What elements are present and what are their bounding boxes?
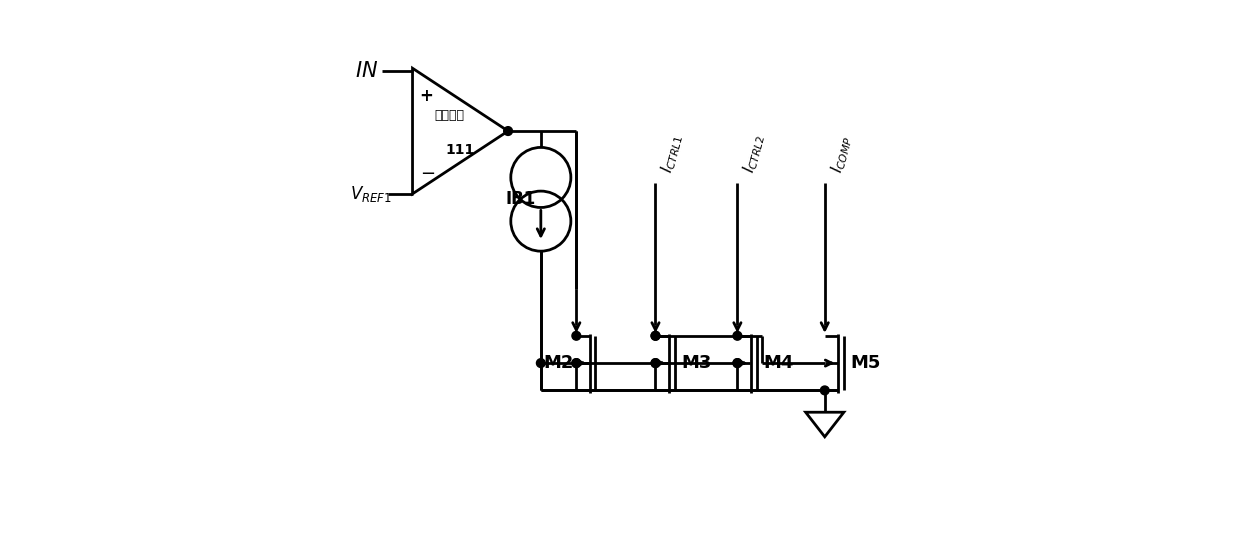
- Circle shape: [572, 331, 580, 340]
- Circle shape: [733, 331, 742, 340]
- Text: M3: M3: [681, 354, 712, 372]
- Text: $-$: $-$: [419, 163, 435, 181]
- Circle shape: [503, 127, 512, 135]
- Circle shape: [733, 359, 742, 367]
- Text: $\mathit{I_{COMP}}$: $\mathit{I_{COMP}}$: [827, 133, 856, 175]
- Text: M5: M5: [851, 354, 880, 372]
- Text: M2: M2: [543, 354, 574, 372]
- Text: $\mathit{IN}$: $\mathit{IN}$: [355, 61, 378, 81]
- Circle shape: [821, 386, 830, 395]
- Circle shape: [572, 359, 580, 367]
- Circle shape: [651, 359, 660, 367]
- Circle shape: [537, 359, 546, 367]
- Circle shape: [733, 359, 742, 367]
- Text: M4: M4: [763, 354, 794, 372]
- Circle shape: [651, 359, 660, 367]
- Text: IB1: IB1: [505, 191, 536, 208]
- Text: $\mathit{I_{CTRL1}}$: $\mathit{I_{CTRL1}}$: [658, 132, 687, 175]
- Text: $\mathit{I_{CTRL2}}$: $\mathit{I_{CTRL2}}$: [740, 132, 769, 175]
- Text: +: +: [419, 87, 434, 104]
- Text: 跨导运放: 跨导运放: [434, 109, 464, 122]
- Circle shape: [651, 331, 660, 340]
- Text: $\mathit{V}_{\mathit{REF1}}$: $\mathit{V}_{\mathit{REF1}}$: [350, 184, 392, 204]
- Text: 111: 111: [445, 143, 475, 157]
- Circle shape: [651, 331, 660, 340]
- Circle shape: [572, 359, 580, 367]
